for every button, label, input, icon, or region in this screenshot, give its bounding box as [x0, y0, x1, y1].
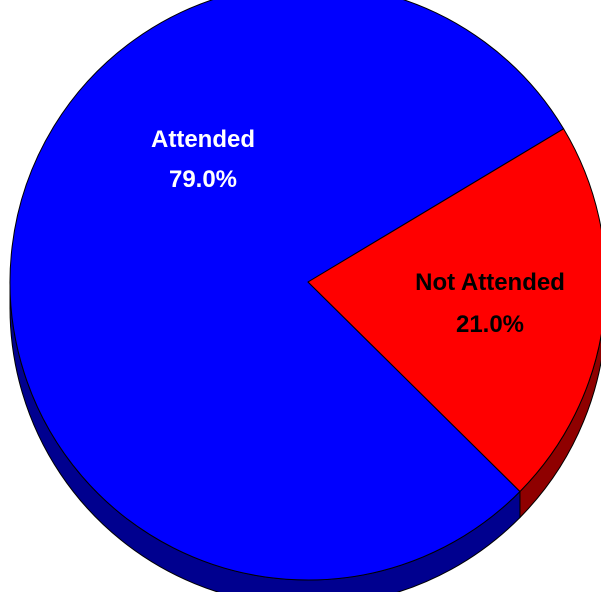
slice-percent-attended: 79.0% [169, 166, 237, 193]
slice-percent-not-attended: 21.0% [456, 311, 524, 338]
pie-labels: Attended 79.0% Not Attended 21.0% [151, 126, 565, 338]
slice-attended [9, 0, 565, 581]
slice-label-not-attended: Not Attended [415, 269, 565, 296]
slice-not-attended [307, 128, 601, 492]
slice-label-attended: Attended [151, 126, 255, 153]
pie-slices [9, 0, 601, 581]
